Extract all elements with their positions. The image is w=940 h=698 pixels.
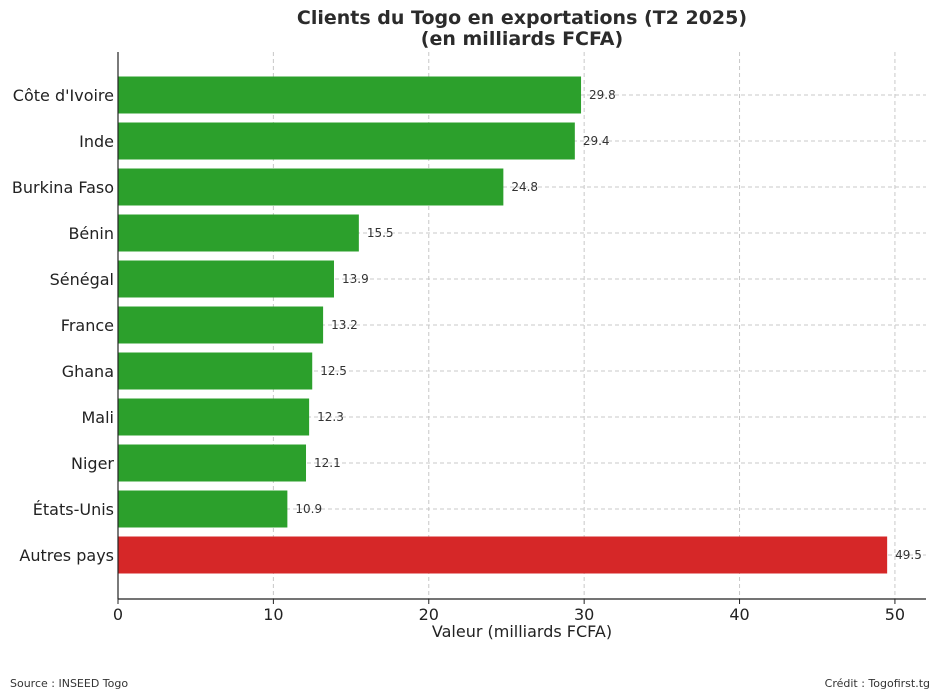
x-tick-label: 30 <box>574 605 594 624</box>
axes <box>117 52 926 600</box>
bar <box>118 260 334 298</box>
category-label: Autres pays <box>19 546 114 565</box>
category-label: Mali <box>82 408 115 427</box>
value-label: 29.8 <box>589 88 616 102</box>
x-ticks: 0 10 20 30 40 50 <box>113 599 905 624</box>
credit-note: Crédit : Togofirst.tg <box>824 677 930 690</box>
bar <box>118 444 307 482</box>
value-label: 12.5 <box>320 364 347 378</box>
category-label: Côte d'Ivoire <box>13 86 114 105</box>
value-label: 12.1 <box>314 456 341 470</box>
value-label: 13.2 <box>331 318 358 332</box>
bar <box>118 168 504 206</box>
bar <box>118 352 313 390</box>
category-label: Bénin <box>68 224 114 243</box>
chart-title-line-2: (en milliards FCFA) <box>421 28 623 50</box>
value-label: 10.9 <box>295 502 322 516</box>
category-label: Niger <box>71 454 114 473</box>
x-axis-title: Valeur (milliards FCFA) <box>432 622 612 641</box>
chart-title: Clients du Togo en exportations (T2 2025… <box>297 7 747 50</box>
category-label: États-Unis <box>33 500 114 519</box>
category-label: France <box>61 316 114 335</box>
category-labels: Côte d'Ivoire Inde Burkina Faso Bénin Sénéga… <box>12 86 115 565</box>
bars <box>118 76 888 574</box>
x-tick-label: 20 <box>419 605 439 624</box>
value-label: 29.4 <box>583 134 610 148</box>
x-tick-label: 40 <box>729 605 749 624</box>
value-label: 12.3 <box>317 410 344 424</box>
bar <box>118 122 575 160</box>
category-label: Inde <box>79 132 114 151</box>
x-tick-label: 10 <box>263 605 283 624</box>
value-label: 15.5 <box>367 226 394 240</box>
x-tick-label: 0 <box>113 605 123 624</box>
bar <box>118 490 288 528</box>
chart-title-line-1: Clients du Togo en exportations (T2 2025… <box>297 7 747 29</box>
bar <box>118 76 582 114</box>
bar <box>118 398 310 436</box>
category-label: Ghana <box>62 362 114 381</box>
bar <box>118 214 359 252</box>
source-note: Source : INSEED Togo <box>10 677 129 690</box>
bar <box>118 306 324 344</box>
category-label: Burkina Faso <box>12 178 114 197</box>
category-label: Sénégal <box>50 270 114 289</box>
value-labels: 29.8 29.4 24.8 15.5 13.9 13.2 12.5 12.3 12.1 10.9… <box>295 88 922 562</box>
bar <box>118 536 888 574</box>
value-label: 49.5 <box>895 548 922 562</box>
value-label: 24.8 <box>511 180 538 194</box>
value-label: 13.9 <box>342 272 369 286</box>
x-tick-label: 50 <box>885 605 905 624</box>
